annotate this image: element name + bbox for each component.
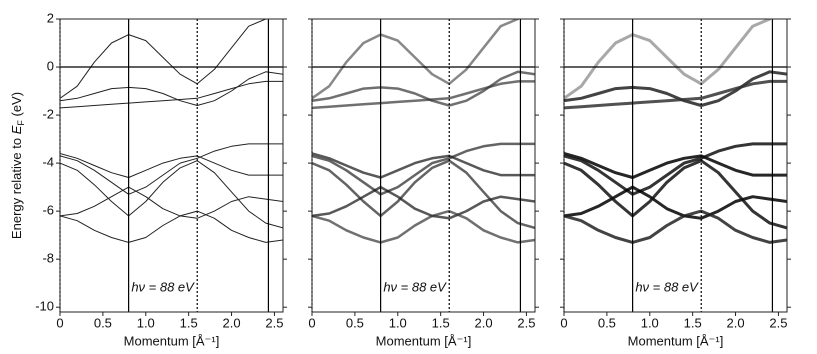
x-tick-label: 1.0: [389, 315, 407, 330]
band-line: [312, 70, 535, 107]
band-line: [60, 186, 283, 219]
x-tick-label: 2.0: [726, 315, 744, 330]
x-tick-label: 0: [308, 315, 315, 330]
x-tick-label: 2.5: [769, 315, 787, 330]
x-tick-label: 1.5: [180, 315, 198, 330]
band-line: [312, 80, 535, 110]
y-axis-label: Energy relative to EF (eV): [9, 92, 26, 239]
y-tick-label: -4: [42, 155, 54, 170]
x-tick-label: 2.5: [517, 315, 535, 330]
plot-frame: [563, 18, 788, 313]
plot-area: [60, 19, 283, 243]
x-tick-label: 0.5: [598, 315, 616, 330]
band-line: [564, 152, 787, 179]
y-tick-label: 0: [47, 58, 54, 73]
x-tick-label: 2.0: [222, 315, 240, 330]
band-line: [312, 19, 520, 100]
plot-frame: [311, 18, 536, 313]
x-tick-label: 0.5: [94, 315, 112, 330]
band-line: [564, 79, 787, 110]
y-label-part: F: [16, 120, 26, 126]
band-line: [312, 209, 535, 244]
x-axis-label: Momentum [Å⁻¹]: [376, 333, 472, 348]
y-label-part: (eV): [9, 92, 24, 120]
band-line: [312, 159, 535, 230]
band-line: [564, 142, 787, 196]
x-tick-label: 0: [560, 315, 567, 330]
band-line: [564, 19, 772, 100]
band-line: [60, 143, 283, 195]
y-tick-label: -10: [35, 299, 54, 314]
x-tick-label: 1.0: [137, 315, 155, 330]
y-tick-label: -6: [42, 203, 54, 218]
x-tick-label: 0: [56, 315, 63, 330]
band-line: [60, 210, 283, 243]
annotation: hν = 88 eV: [635, 279, 699, 294]
annotation: hν = 88 eV: [383, 279, 447, 294]
y-tick-label: -2: [42, 107, 54, 122]
x-axis-label: Momentum [Å⁻¹]: [628, 333, 724, 348]
band-line: [564, 70, 787, 107]
band-line: [60, 153, 283, 178]
x-tick-label: 2.0: [474, 315, 492, 330]
x-axis-label: Momentum [Å⁻¹]: [124, 333, 220, 348]
plot-area: [564, 19, 787, 244]
x-tick-label: 1.5: [432, 315, 450, 330]
band-line: [564, 185, 787, 220]
band-line: [564, 159, 787, 230]
band-line: [312, 142, 535, 196]
band-line: [60, 80, 283, 109]
plot-frame: [59, 18, 284, 313]
plot-area: [312, 19, 535, 244]
band-line: [312, 185, 535, 220]
y-label-part: Energy relative to: [9, 134, 24, 239]
x-tick-label: 1.0: [641, 315, 659, 330]
y-label-part: E: [9, 125, 24, 134]
x-tick-label: 2.5: [265, 315, 283, 330]
band-line: [60, 71, 283, 106]
x-tick-label: 1.5: [684, 315, 702, 330]
band-line: [60, 19, 267, 99]
y-tick-label: 2: [47, 10, 54, 25]
band-line: [564, 209, 787, 244]
annotation: hν = 88 eV: [131, 279, 195, 294]
band-line: [312, 152, 535, 179]
y-tick-label: -8: [42, 251, 54, 266]
x-tick-label: 0.5: [346, 315, 364, 330]
band-line: [60, 160, 283, 229]
